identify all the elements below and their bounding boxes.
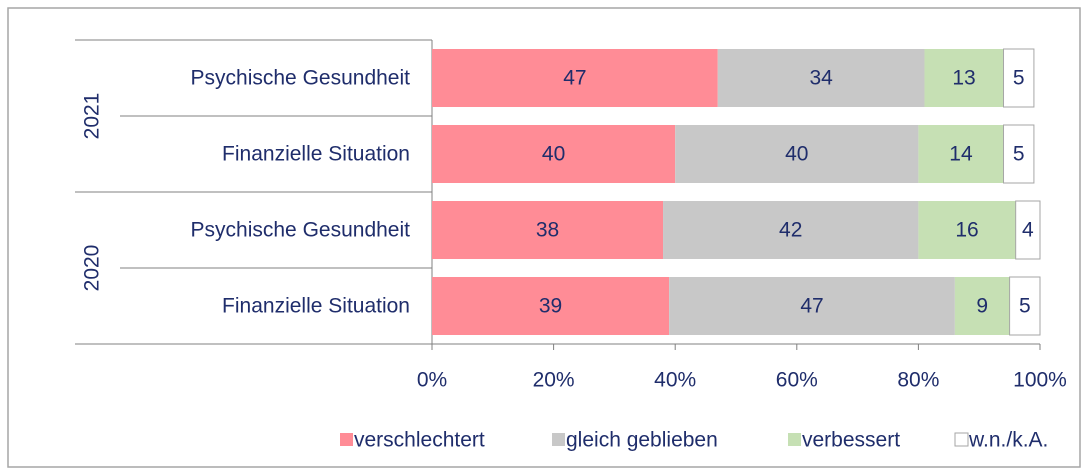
value-label: 40 <box>785 143 808 166</box>
legend-swatch <box>788 433 801 446</box>
bar-segment <box>1003 124 1035 184</box>
bar-segment <box>1003 48 1035 108</box>
bar-segment <box>1015 200 1041 260</box>
bar-segment <box>432 125 676 183</box>
legend-label: gleich geblieben <box>566 429 718 452</box>
bar-segment <box>669 277 955 335</box>
value-label: 16 <box>955 219 978 242</box>
legend-label: w.n./k.A. <box>968 429 1048 452</box>
y-tick-label: Finanzielle Situation <box>222 143 410 166</box>
value-label: 47 <box>800 295 823 318</box>
bar-segment <box>675 125 919 183</box>
y-tick-label: Finanzielle Situation <box>222 295 410 318</box>
legend-swatch <box>552 433 565 446</box>
value-label: 39 <box>539 295 562 318</box>
value-label: 9 <box>976 295 988 318</box>
value-label: 40 <box>542 143 565 166</box>
value-label: 42 <box>779 219 802 242</box>
group-label: 2020 <box>81 245 104 292</box>
value-label: 14 <box>949 143 973 166</box>
value-label: 5 <box>1013 67 1025 90</box>
x-tick-label: 60% <box>776 369 818 392</box>
legend-swatch <box>340 433 353 446</box>
x-tick-label: 100% <box>1013 369 1067 392</box>
legend-swatch <box>954 432 969 447</box>
y-tick-label: Psychische Gesundheit <box>191 67 411 90</box>
group-label: 2021 <box>81 93 104 140</box>
bar-segment <box>918 201 1016 259</box>
bar-segment <box>432 277 670 335</box>
x-tick-label: 40% <box>654 369 696 392</box>
legend-label: verschlechtert <box>354 429 485 452</box>
value-label: 34 <box>809 67 833 90</box>
bar-segment <box>918 125 1004 183</box>
bar-segment <box>717 49 925 107</box>
x-tick-label: 0% <box>417 369 447 392</box>
bar-segment <box>924 49 1004 107</box>
value-label: 5 <box>1019 295 1031 318</box>
bar-segment <box>1009 276 1041 336</box>
bar-segment <box>663 201 919 259</box>
x-tick-label: 20% <box>533 369 575 392</box>
value-label: 13 <box>952 67 975 90</box>
value-label: 47 <box>563 67 586 90</box>
x-tick-label: 80% <box>897 369 939 392</box>
value-label: 4 <box>1022 219 1034 242</box>
y-tick-label: Psychische Gesundheit <box>191 219 411 242</box>
bar-segment <box>954 277 1010 335</box>
value-label: 38 <box>536 219 559 242</box>
value-label: 5 <box>1013 143 1025 166</box>
legend-label: verbessert <box>802 429 900 452</box>
bar-segment <box>432 49 718 107</box>
bar-segment <box>432 201 664 259</box>
